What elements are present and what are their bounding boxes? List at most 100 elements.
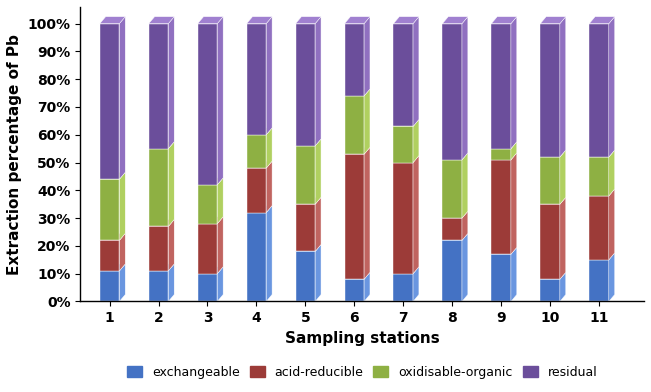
Polygon shape xyxy=(492,247,517,254)
Bar xyxy=(148,271,169,301)
Bar xyxy=(393,127,413,163)
Polygon shape xyxy=(589,17,615,24)
Polygon shape xyxy=(560,150,566,204)
Polygon shape xyxy=(462,17,468,160)
Polygon shape xyxy=(560,197,566,279)
Polygon shape xyxy=(148,17,174,24)
Bar xyxy=(443,240,462,301)
Polygon shape xyxy=(119,264,125,301)
Polygon shape xyxy=(198,217,223,224)
Polygon shape xyxy=(364,17,370,96)
Polygon shape xyxy=(315,17,321,146)
Polygon shape xyxy=(247,128,272,135)
Polygon shape xyxy=(413,120,419,163)
Polygon shape xyxy=(217,217,223,274)
Polygon shape xyxy=(364,89,370,154)
Polygon shape xyxy=(393,267,419,274)
Bar xyxy=(589,157,609,196)
Bar xyxy=(540,24,560,157)
Polygon shape xyxy=(589,253,615,260)
Polygon shape xyxy=(413,156,419,274)
Polygon shape xyxy=(247,17,272,24)
Bar xyxy=(492,149,511,160)
Polygon shape xyxy=(393,156,419,163)
Polygon shape xyxy=(296,17,321,24)
Polygon shape xyxy=(413,267,419,301)
Polygon shape xyxy=(393,120,419,127)
Bar xyxy=(247,212,266,301)
Polygon shape xyxy=(462,233,468,301)
Polygon shape xyxy=(609,189,615,260)
Polygon shape xyxy=(540,197,566,204)
Polygon shape xyxy=(393,17,419,24)
Polygon shape xyxy=(266,17,272,135)
Polygon shape xyxy=(296,245,321,251)
Legend: exchangeable, acid-reducible, oxidisable-organic, residual: exchangeable, acid-reducible, oxidisable… xyxy=(122,361,603,384)
Polygon shape xyxy=(589,189,615,196)
Polygon shape xyxy=(266,161,272,212)
Polygon shape xyxy=(315,197,321,251)
Polygon shape xyxy=(266,206,272,301)
Bar xyxy=(148,24,169,149)
Polygon shape xyxy=(296,139,321,146)
Polygon shape xyxy=(540,272,566,279)
Bar xyxy=(589,260,609,301)
Bar xyxy=(492,160,511,254)
Bar xyxy=(443,160,462,218)
Polygon shape xyxy=(609,253,615,301)
Bar xyxy=(148,227,169,271)
Polygon shape xyxy=(413,17,419,127)
Bar xyxy=(247,24,266,135)
Polygon shape xyxy=(560,272,566,301)
Bar xyxy=(443,218,462,240)
Polygon shape xyxy=(511,153,517,254)
Polygon shape xyxy=(148,264,174,271)
Bar xyxy=(296,251,315,301)
Polygon shape xyxy=(511,247,517,301)
Bar xyxy=(198,185,217,224)
Polygon shape xyxy=(315,139,321,204)
Polygon shape xyxy=(169,142,174,227)
Polygon shape xyxy=(344,272,370,279)
Polygon shape xyxy=(560,17,566,157)
Polygon shape xyxy=(217,267,223,301)
Polygon shape xyxy=(315,245,321,301)
Polygon shape xyxy=(100,17,125,24)
Polygon shape xyxy=(511,17,517,149)
Bar xyxy=(247,168,266,212)
Polygon shape xyxy=(609,150,615,196)
Bar xyxy=(344,154,364,279)
Polygon shape xyxy=(511,142,517,160)
Polygon shape xyxy=(148,220,174,227)
Bar xyxy=(100,240,119,271)
Polygon shape xyxy=(492,153,517,160)
Polygon shape xyxy=(589,150,615,157)
Polygon shape xyxy=(198,267,223,274)
Polygon shape xyxy=(443,233,468,240)
Bar xyxy=(100,24,119,179)
Bar xyxy=(100,271,119,301)
Bar xyxy=(100,179,119,240)
Bar xyxy=(540,279,560,301)
Polygon shape xyxy=(198,178,223,185)
Polygon shape xyxy=(344,147,370,154)
Polygon shape xyxy=(296,197,321,204)
Y-axis label: Extraction percentage of Pb: Extraction percentage of Pb xyxy=(7,34,22,275)
Bar xyxy=(540,157,560,204)
Polygon shape xyxy=(100,172,125,179)
Polygon shape xyxy=(119,172,125,240)
Polygon shape xyxy=(462,153,468,218)
Polygon shape xyxy=(247,206,272,212)
Bar xyxy=(198,274,217,301)
Bar xyxy=(393,274,413,301)
Polygon shape xyxy=(100,233,125,240)
Bar xyxy=(198,24,217,185)
Polygon shape xyxy=(198,17,223,24)
Polygon shape xyxy=(148,142,174,149)
Polygon shape xyxy=(217,178,223,224)
Bar xyxy=(344,24,364,96)
Polygon shape xyxy=(540,17,566,24)
Bar xyxy=(296,146,315,204)
Bar xyxy=(344,96,364,154)
Polygon shape xyxy=(443,17,468,24)
